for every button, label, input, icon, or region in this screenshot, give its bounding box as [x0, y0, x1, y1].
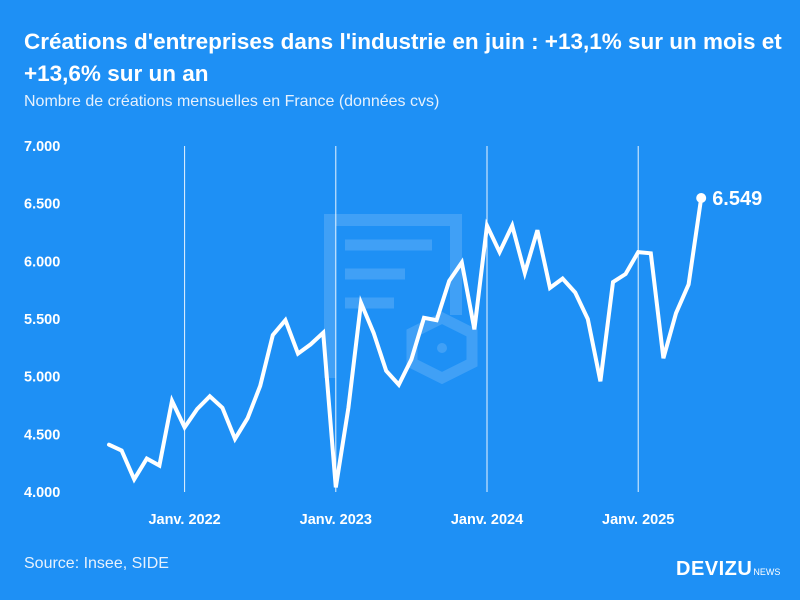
- y-axis-ticks: 4.000 4.500 5.000 5.500 6.000 6.500 7.000: [24, 139, 60, 501]
- series-line: [107, 196, 704, 488]
- grid-lines: [184, 146, 639, 492]
- brand-logo: DEVIZUNEWS: [676, 558, 780, 581]
- y-tick-label: 4.000: [24, 485, 60, 501]
- series: 6.549: [107, 188, 762, 488]
- last-point-marker: [696, 193, 707, 204]
- x-tick-label: Janv. 2022: [148, 512, 220, 528]
- y-tick-label: 5.000: [24, 370, 60, 386]
- document-watermark-icon: [324, 214, 478, 385]
- source-note: Source: Insee, SIDE: [24, 555, 169, 572]
- brand-name: DEVIZU: [676, 558, 753, 580]
- y-tick-label: 6.000: [24, 254, 60, 270]
- x-tick-label: Janv. 2023: [300, 512, 372, 528]
- x-tick-label: Janv. 2025: [602, 512, 674, 528]
- brand-suffix: NEWS: [753, 567, 781, 577]
- last-value-label: 6.549: [712, 188, 762, 210]
- chart-subtitle: Nombre de créations mensuelles en France…: [24, 93, 440, 110]
- y-tick-label: 5.500: [24, 312, 60, 328]
- x-axis-ticks: Janv. 2022 Janv. 2023 Janv. 2024 Janv. 2025: [148, 512, 674, 528]
- chart-title: Créations d'entreprises dans l'industrie…: [24, 29, 782, 86]
- y-tick-label: 6.500: [24, 197, 60, 213]
- y-tick-label: 4.500: [24, 427, 60, 443]
- y-tick-label: 7.000: [24, 139, 60, 155]
- x-tick-label: Janv. 2024: [451, 512, 523, 528]
